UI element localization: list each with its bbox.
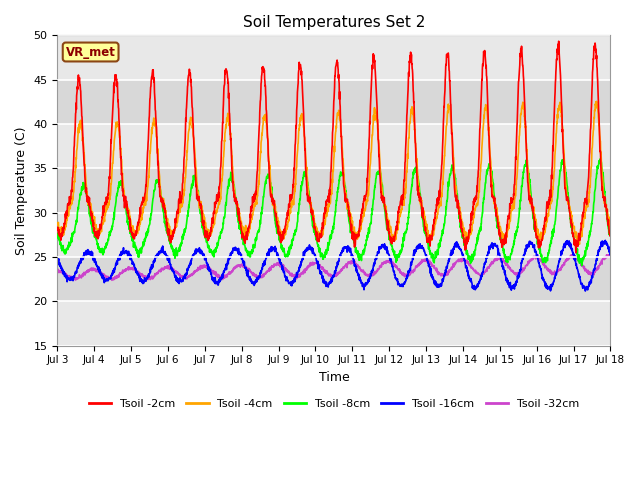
Bar bbox=[58, 124, 611, 168]
Line: Tsoil -2cm: Tsoil -2cm bbox=[58, 41, 611, 253]
Line: Tsoil -4cm: Tsoil -4cm bbox=[58, 101, 611, 244]
Bar bbox=[58, 257, 611, 301]
Tsoil -2cm bbox=[558, 104, 566, 109]
Tsoil -16cm bbox=[607, 252, 614, 258]
Tsoil -32cm bbox=[573, 256, 581, 262]
Tsoil -2cm bbox=[607, 233, 614, 239]
Tsoil -8cm bbox=[350, 238, 358, 244]
X-axis label: Time: Time bbox=[319, 371, 349, 384]
Tsoil -32cm bbox=[495, 256, 502, 262]
Tsoil -16cm bbox=[557, 252, 565, 257]
Legend: Tsoil -2cm, Tsoil -4cm, Tsoil -8cm, Tsoil -16cm, Tsoil -32cm: Tsoil -2cm, Tsoil -4cm, Tsoil -8cm, Tsoi… bbox=[84, 395, 584, 413]
Y-axis label: Soil Temperature (C): Soil Temperature (C) bbox=[15, 126, 28, 255]
Bar bbox=[58, 36, 611, 80]
Tsoil -8cm bbox=[54, 231, 61, 237]
Tsoil -4cm bbox=[208, 226, 216, 232]
Tsoil -16cm bbox=[208, 274, 216, 279]
Tsoil -4cm bbox=[362, 203, 370, 209]
Tsoil -8cm bbox=[495, 224, 502, 230]
Tsoil -8cm bbox=[573, 251, 580, 257]
Tsoil -8cm bbox=[208, 249, 216, 255]
Tsoil -16cm bbox=[350, 259, 358, 264]
Tsoil -32cm bbox=[54, 266, 61, 272]
Tsoil -2cm bbox=[208, 222, 216, 228]
Tsoil -16cm bbox=[495, 249, 502, 255]
Title: Soil Temperatures Set 2: Soil Temperatures Set 2 bbox=[243, 15, 425, 30]
Line: Tsoil -8cm: Tsoil -8cm bbox=[58, 159, 611, 265]
Tsoil -2cm bbox=[573, 240, 581, 245]
Tsoil -4cm bbox=[607, 225, 614, 231]
Tsoil -8cm bbox=[607, 233, 614, 239]
Tsoil -32cm bbox=[108, 277, 116, 283]
Tsoil -16cm bbox=[54, 256, 61, 262]
Tsoil -8cm bbox=[362, 242, 370, 248]
Tsoil -8cm bbox=[578, 263, 586, 268]
Bar bbox=[58, 80, 611, 124]
Tsoil -32cm bbox=[607, 252, 614, 257]
Tsoil -4cm bbox=[495, 221, 502, 227]
Tsoil -2cm bbox=[362, 193, 370, 199]
Bar bbox=[58, 213, 611, 257]
Tsoil -2cm bbox=[555, 38, 563, 44]
Tsoil -16cm bbox=[582, 288, 589, 294]
Line: Tsoil -32cm: Tsoil -32cm bbox=[58, 254, 611, 280]
Tsoil -16cm bbox=[362, 280, 370, 286]
Tsoil -2cm bbox=[350, 230, 358, 236]
Tsoil -4cm bbox=[573, 236, 580, 242]
Bar bbox=[58, 168, 611, 213]
Tsoil -32cm bbox=[362, 272, 370, 277]
Line: Tsoil -16cm: Tsoil -16cm bbox=[58, 240, 611, 291]
Tsoil -8cm bbox=[596, 156, 604, 162]
Tsoil -4cm bbox=[574, 241, 582, 247]
Tsoil -4cm bbox=[350, 230, 358, 236]
Tsoil -32cm bbox=[558, 265, 566, 271]
Tsoil -2cm bbox=[572, 250, 580, 256]
Tsoil -16cm bbox=[602, 238, 609, 243]
Tsoil -32cm bbox=[208, 269, 216, 275]
Tsoil -32cm bbox=[350, 260, 358, 266]
Tsoil -2cm bbox=[54, 225, 61, 230]
Tsoil -4cm bbox=[557, 114, 565, 120]
Tsoil -16cm bbox=[573, 265, 580, 271]
Text: VR_met: VR_met bbox=[66, 46, 116, 59]
Bar bbox=[58, 301, 611, 346]
Tsoil -4cm bbox=[54, 222, 61, 228]
Tsoil -8cm bbox=[557, 159, 565, 165]
Tsoil -4cm bbox=[593, 98, 600, 104]
Tsoil -2cm bbox=[495, 223, 502, 229]
